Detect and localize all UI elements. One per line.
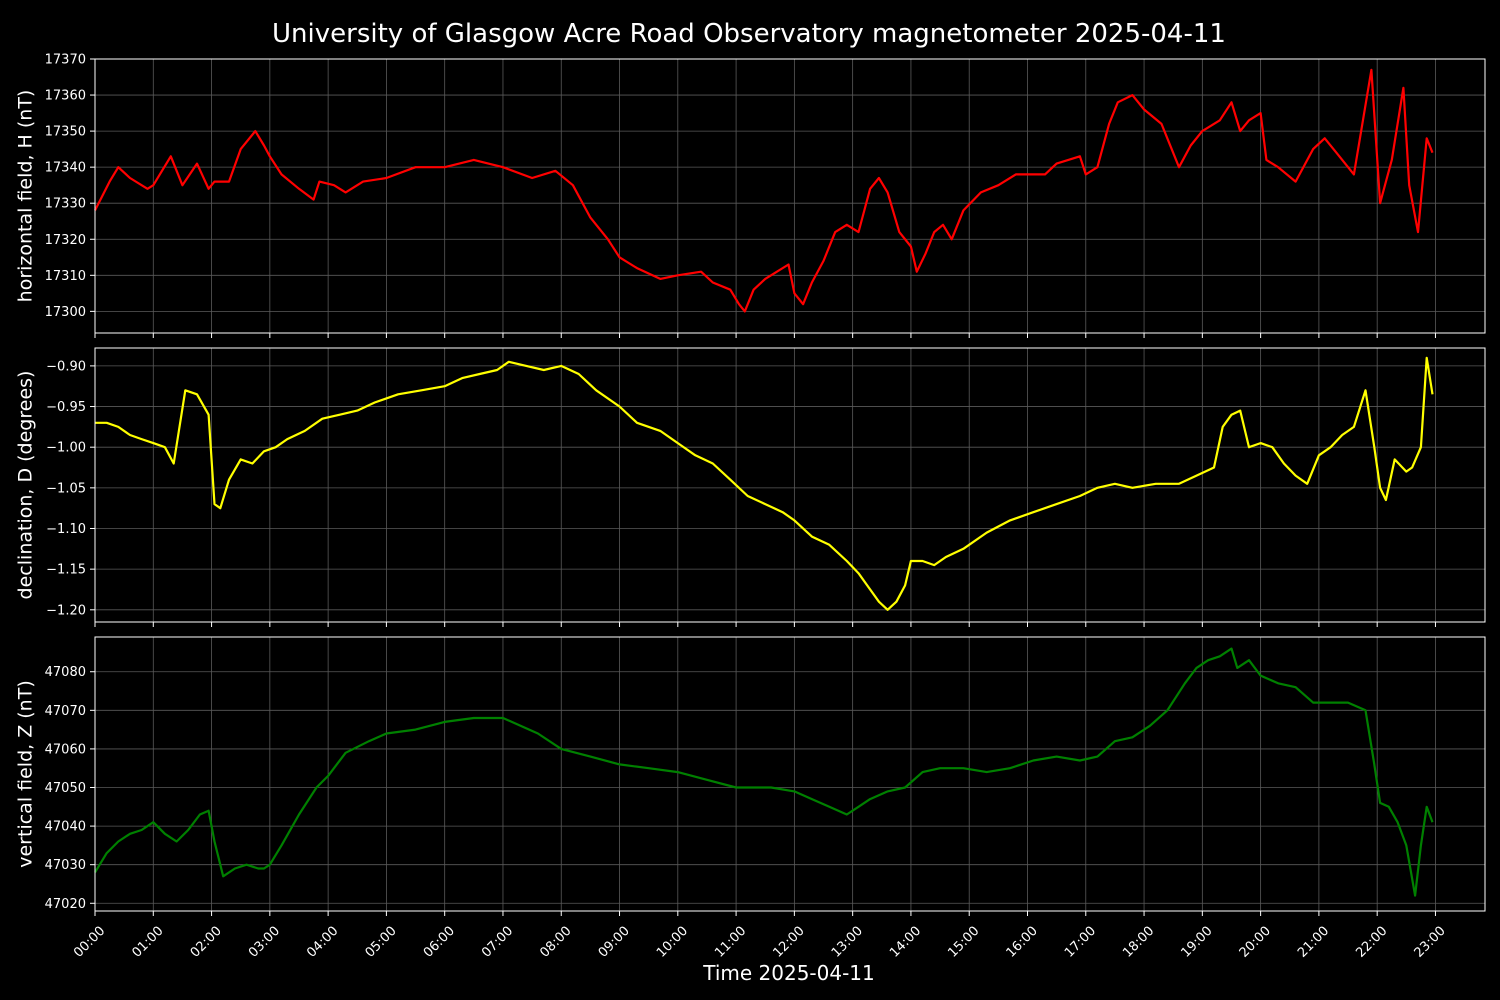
y-tick-label: 47050 — [45, 781, 86, 796]
y-tick-label: −1.20 — [46, 603, 86, 618]
x-tick-label: 15:00 — [945, 924, 982, 961]
x-tick-label: 20:00 — [1237, 924, 1274, 961]
chart-title: University of Glasgow Acre Road Observat… — [272, 19, 1226, 49]
y-tick-label: 17360 — [45, 89, 86, 104]
x-tick-label: 10:00 — [654, 924, 691, 961]
x-tick-label: 07:00 — [479, 924, 516, 961]
x-tick-label: 14:00 — [887, 924, 924, 961]
y-tick-label: −0.90 — [46, 359, 86, 374]
y-tick-label: 47040 — [45, 820, 86, 835]
x-tick-label: 13:00 — [829, 924, 866, 961]
x-tick-label: 19:00 — [1178, 924, 1215, 961]
y-tick-label: −0.95 — [46, 400, 86, 415]
plot-frame — [94, 636, 1486, 912]
y-tick-label: 17350 — [45, 125, 86, 140]
x-tick-label: 02:00 — [188, 924, 225, 961]
x-tick-label: 22:00 — [1353, 924, 1390, 961]
x-tick-label: 16:00 — [1004, 924, 1041, 961]
panel-vertical: 47020 47030 47040 47050 47060 47070 47080 verti… — [15, 636, 1486, 961]
x-tick-label: 21:00 — [1295, 924, 1332, 961]
series-line-vertical — [94, 647, 1434, 897]
x-tick-label: 01:00 — [129, 924, 166, 961]
y-tick-label: −1.10 — [46, 522, 86, 537]
y-tick-label: 17320 — [45, 233, 86, 248]
y-axis-label-horizontal: horizontal field, H (nT) — [15, 90, 37, 303]
x-axis-label: Time 2025-04-11 — [702, 961, 875, 985]
x-tick-label: 06:00 — [421, 924, 458, 961]
y-tick-label: −1.00 — [46, 441, 86, 456]
y-axis-label-vertical: vertical field, Z (nT) — [15, 680, 37, 868]
y-tick-label: 17330 — [45, 197, 86, 212]
y-tick-label: 17340 — [45, 161, 86, 176]
x-tick-label: 04:00 — [304, 924, 341, 961]
series-line-declination — [95, 356, 1434, 611]
y-tick-label: 47060 — [45, 742, 86, 757]
x-tick-label: 23:00 — [1412, 924, 1449, 961]
y-tick-label: 47070 — [45, 704, 86, 719]
y-tick-label: 17310 — [45, 269, 86, 284]
plot-frame — [94, 58, 1486, 334]
x-tick-label: 11:00 — [712, 924, 749, 961]
x-tick-label: 12:00 — [771, 924, 808, 961]
x-tick-label: 05:00 — [363, 924, 400, 961]
x-tick-label: 09:00 — [596, 924, 633, 961]
x-tick-label: 18:00 — [1120, 924, 1157, 961]
x-tick-label: 17:00 — [1062, 924, 1099, 961]
y-tick-label: 47080 — [45, 665, 86, 680]
y-tick-label: −1.05 — [46, 481, 86, 496]
y-tick-label: 47020 — [45, 897, 86, 912]
x-tick-label: 03:00 — [246, 924, 283, 961]
panel-declination: −1.20 −1.15 −1.10 −1.05 −1.00 −0.95 −0.90 decli… — [15, 347, 1486, 627]
series-line-horizontal — [94, 68, 1434, 313]
y-axis-label-declination: declination, D (degrees) — [15, 371, 37, 600]
y-tick-label: 17370 — [45, 53, 86, 68]
plot-frame — [94, 347, 1486, 623]
y-tick-label: 17300 — [45, 305, 86, 320]
panel-horizontal: 17300 17310 17320 17330 17340 17350 17360 17370… — [15, 53, 1486, 338]
chart-panels: 17300 17310 17320 17330 17340 17350 17360 17370… — [15, 53, 1486, 961]
y-tick-label: −1.15 — [46, 563, 86, 578]
x-tick-label: 08:00 — [537, 924, 574, 961]
x-tick-label: 00:00 — [71, 924, 108, 961]
y-tick-label: 47030 — [45, 858, 86, 873]
